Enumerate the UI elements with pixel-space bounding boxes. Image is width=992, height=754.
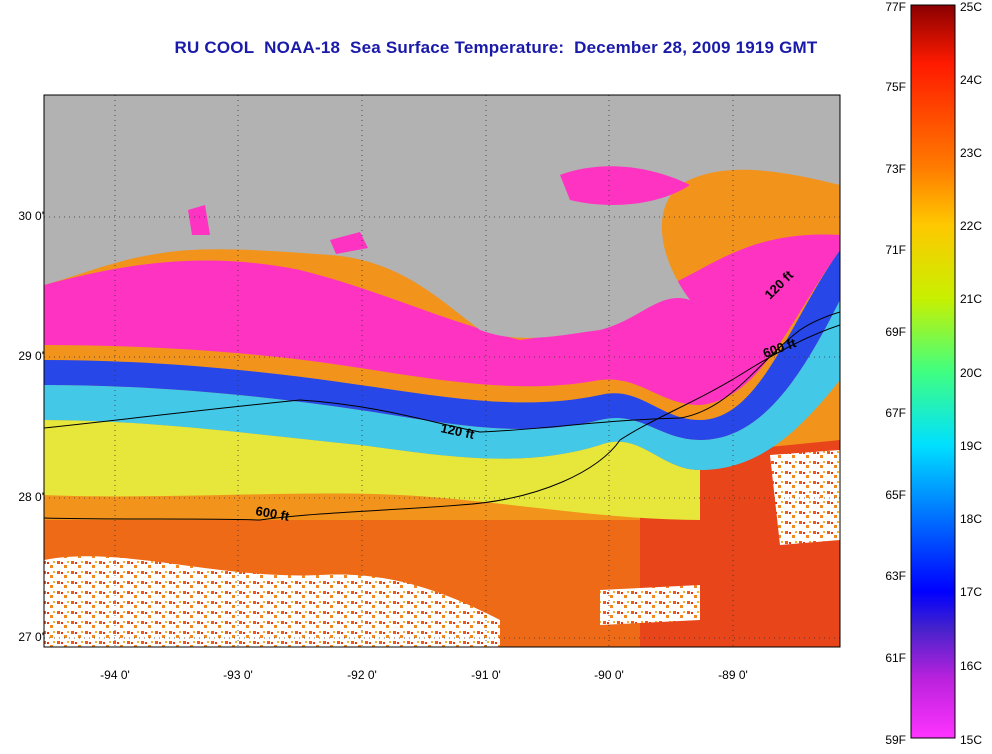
lon-label-93: -93 0' — [223, 668, 253, 682]
colorbar-c-label: 23C — [960, 146, 983, 160]
title-satellite: NOAA-18 — [264, 38, 341, 57]
map-frame — [43, 94, 841, 648]
colorbar-f-label: 77F — [885, 0, 906, 14]
colorbar-f-label: 73F — [885, 162, 906, 176]
chart-title: RU COOL NOAA-18 Sea Surface Temperature:… — [0, 38, 992, 58]
title-prefix: RU COOL — [174, 38, 255, 57]
colorbar-c-label: 25C — [960, 0, 983, 14]
colorbar-c-label: 19C — [960, 439, 983, 453]
graticule — [44, 95, 840, 647]
coastal-lake — [560, 166, 690, 205]
colorbar-f-label: 71F — [885, 243, 906, 257]
title-product: Sea Surface Temperature: — [350, 38, 565, 57]
colorbar-f-label: 61F — [885, 651, 906, 665]
lat-label-30: 30 0' — [18, 209, 44, 223]
colorbar-f-label: 65F — [885, 488, 906, 502]
contour-120ft — [44, 311, 840, 433]
mid-temp-band — [44, 420, 700, 520]
contour-600ft — [44, 324, 840, 521]
colorbar-c-label: 24C — [960, 73, 983, 87]
coldest-nearshore — [44, 234, 840, 405]
colorbar-c-label: 21C — [960, 292, 983, 306]
colorbar-f-label: 59F — [885, 733, 906, 747]
contour-label-600-west: 600 ft — [254, 503, 291, 524]
contour-label-120-west: 120 ft — [439, 420, 476, 442]
cold-band — [44, 250, 840, 440]
lon-label-89: -89 0' — [718, 668, 748, 682]
colorbar-c-label: 20C — [960, 366, 983, 380]
colorbar-c-label: 15C — [960, 733, 983, 747]
colorbar-c-label: 18C — [960, 512, 983, 526]
map-panel — [44, 95, 840, 647]
colorbar-f-label: 63F — [885, 569, 906, 583]
colorbar-c-label: 16C — [960, 659, 983, 673]
coastal-lake — [188, 205, 210, 235]
lat-label-28: 28 0' — [18, 490, 44, 504]
colorbar-f-label: 69F — [885, 325, 906, 339]
lon-label-92: -92 0' — [347, 668, 377, 682]
lon-label-90: -90 0' — [594, 668, 624, 682]
cloud-cover — [44, 556, 500, 647]
colorbar-f-label: 67F — [885, 406, 906, 420]
lat-label-29: 29 0' — [18, 349, 44, 363]
coastal-lake — [330, 232, 368, 254]
lon-label-91: -91 0' — [471, 668, 501, 682]
colorbar-c-label: 17C — [960, 585, 983, 599]
colorbar — [910, 4, 956, 739]
lon-label-94: -94 0' — [100, 668, 130, 682]
colorbar-c-label: 22C — [960, 219, 983, 233]
title-date: December 28, 2009 1919 GMT — [574, 38, 818, 57]
cloud-cover — [770, 450, 840, 545]
cloud-cover — [600, 585, 700, 625]
colorbar-f-label: 75F — [885, 80, 906, 94]
land-mass — [44, 95, 840, 338]
lat-label-27: 27 0' — [18, 630, 44, 644]
